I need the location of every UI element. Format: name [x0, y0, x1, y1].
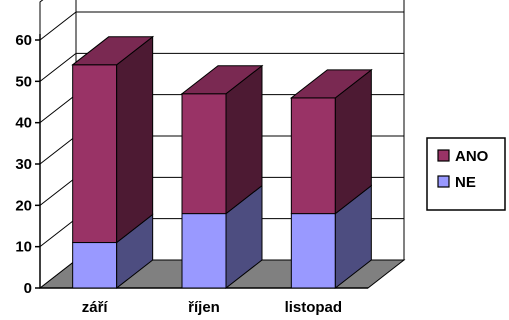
bar-top — [289, 69, 373, 99]
y-tick-label: 20 — [15, 197, 32, 214]
bar-front — [72, 64, 118, 244]
bar-ne-0 — [72, 213, 154, 290]
bar-top — [71, 36, 155, 66]
x-category-labels: září říjen listopad — [82, 299, 342, 316]
legend-label-ano: ANO — [455, 148, 489, 165]
bar-ano-0 — [71, 35, 155, 244]
x-category-label: listopad — [285, 299, 343, 316]
y-tick-label: 40 — [15, 115, 32, 132]
legend-swatch-ano — [437, 149, 450, 162]
gridline-side — [39, 52, 77, 82]
y-tick-label: 50 — [15, 73, 32, 90]
legend: ANO NE — [426, 137, 506, 211]
gridline-side — [39, 11, 77, 41]
bar-front — [72, 242, 118, 289]
legend-swatch-ne — [437, 175, 450, 188]
bar-ano-1 — [180, 64, 264, 215]
bar-top — [180, 65, 264, 95]
bar-side — [116, 35, 154, 244]
y-tick-labels: 0 10 20 30 40 50 60 — [15, 32, 32, 297]
gridline-side — [39, 218, 77, 248]
gridline-side — [39, 176, 77, 206]
bar-ne-2 — [290, 184, 372, 290]
gridline-side — [39, 135, 77, 165]
bar-front — [181, 213, 227, 289]
side-wall — [39, 0, 77, 290]
y-tick-label: 30 — [15, 156, 32, 173]
gridline-side — [39, 94, 77, 124]
bar-front — [181, 93, 227, 215]
bar-front — [290, 97, 336, 215]
x-category-label: říjen — [188, 299, 220, 316]
y-tick-label: 60 — [15, 32, 32, 49]
x-category-label: září — [82, 299, 109, 316]
y-tick-label: 10 — [15, 239, 32, 256]
y-tick-label: 0 — [24, 280, 32, 297]
bar-ano-2 — [289, 68, 373, 215]
bar-front — [290, 213, 336, 289]
bars — [71, 35, 373, 290]
legend-label-ne: NE — [455, 174, 476, 191]
